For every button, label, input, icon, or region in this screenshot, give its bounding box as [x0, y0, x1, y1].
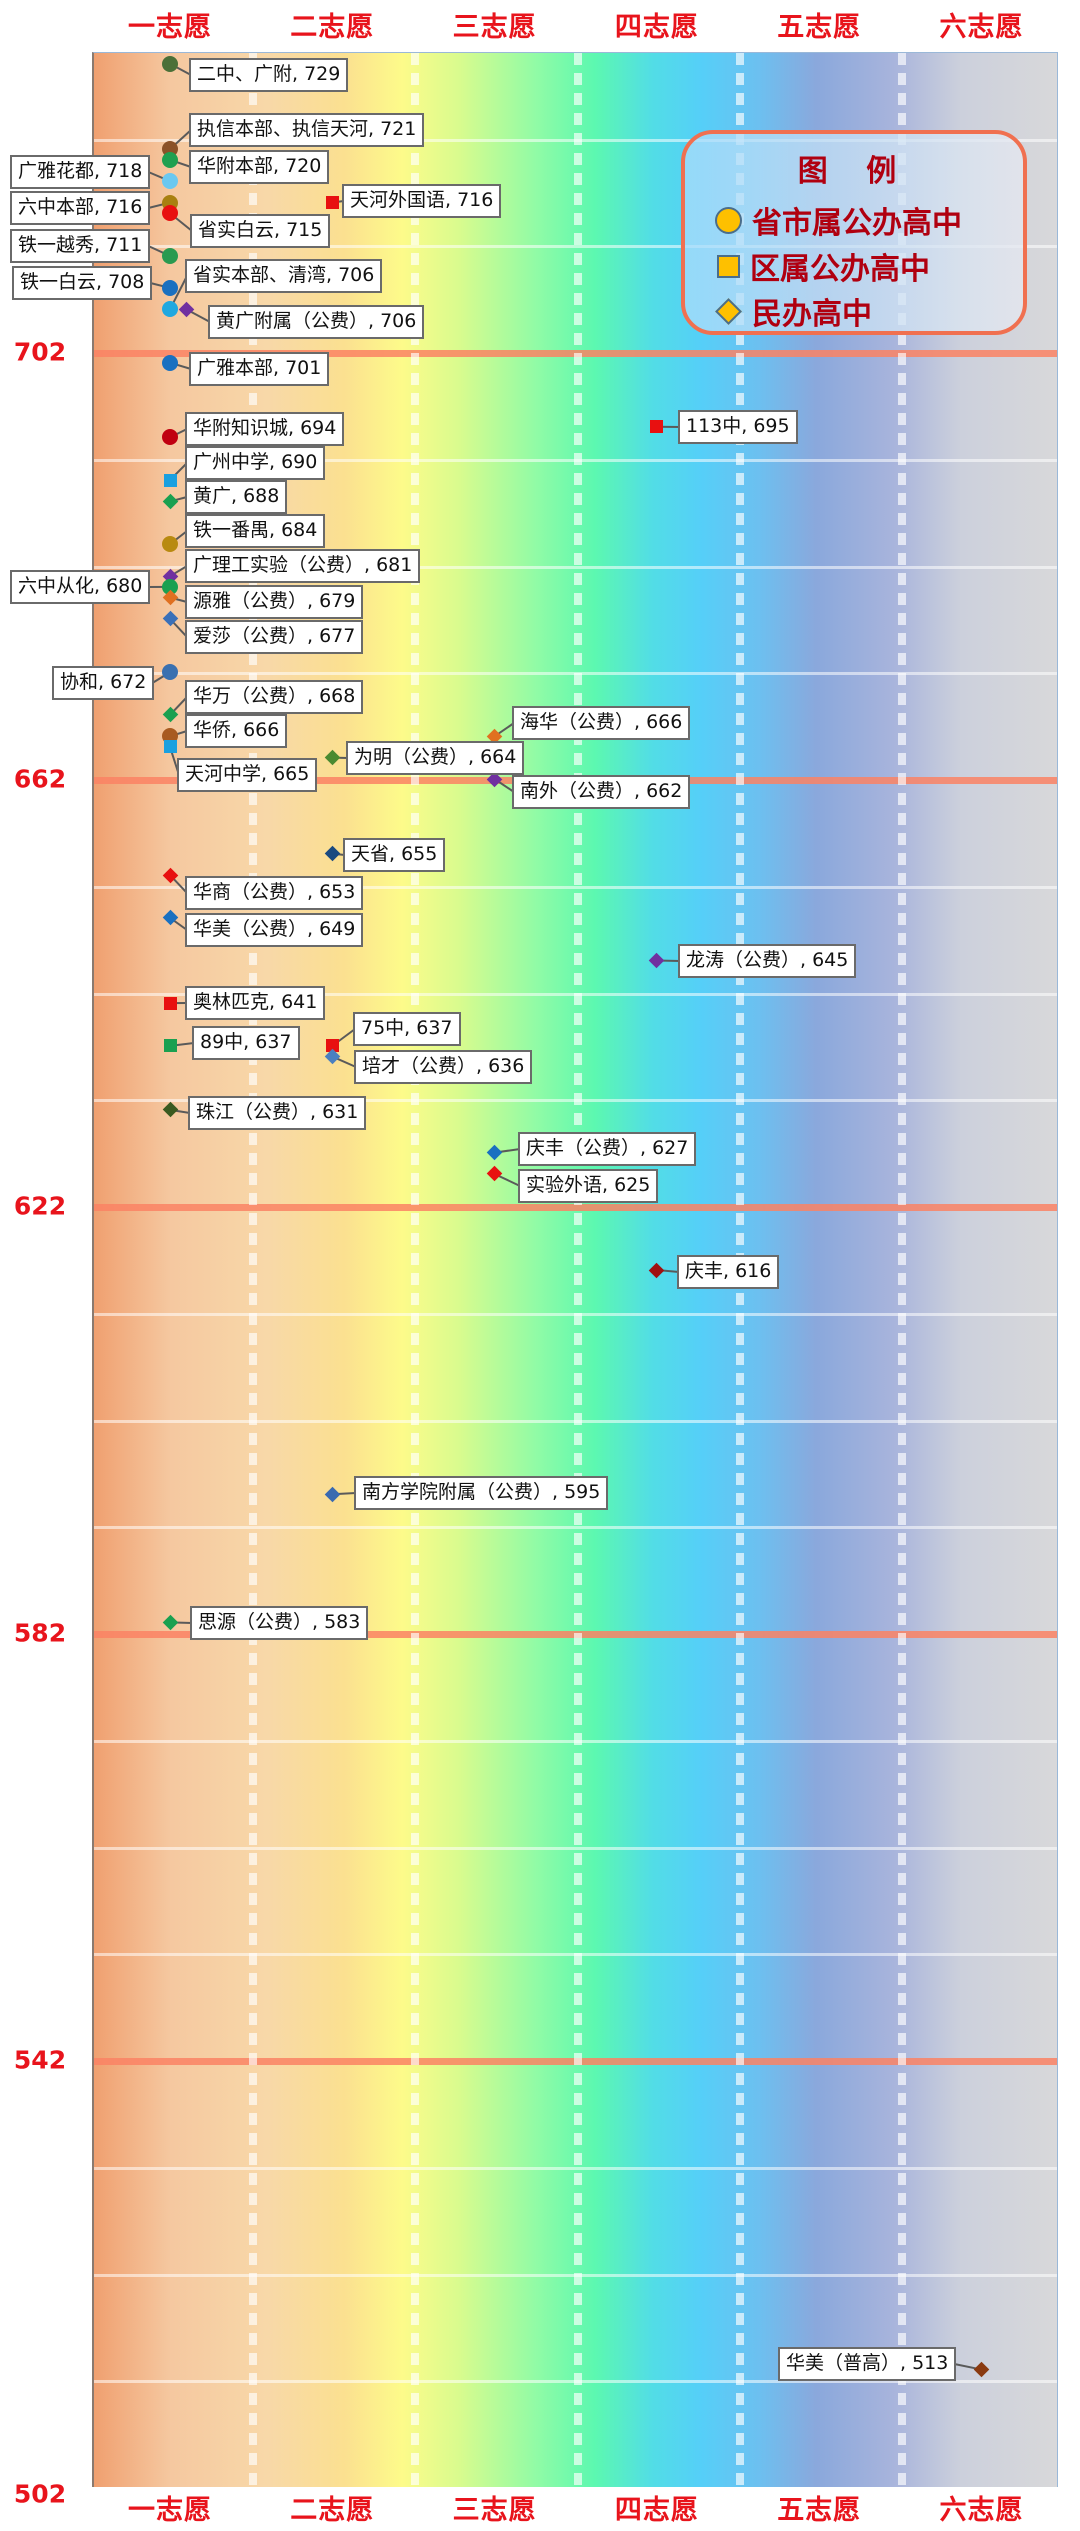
circle-marker-icon: [162, 55, 178, 72]
square-marker-icon: [163, 473, 177, 487]
data-label: 为明（公费）, 664: [346, 741, 525, 775]
category-label-top: 六志愿: [939, 12, 1024, 43]
legend: 图 例 省市属公办高中 区属公办高中 民办高中: [681, 130, 1027, 335]
legend-item-district-public: 区属公办高中: [715, 244, 930, 288]
data-label: 广州中学, 690: [185, 446, 326, 480]
data-label: 铁一越秀, 711: [10, 229, 151, 263]
data-label: 实验外语, 625: [518, 1169, 659, 1203]
y-tick-label: 542: [13, 2045, 67, 2075]
y-tick-label: 582: [13, 1618, 67, 1648]
data-label: 华附知识城, 694: [185, 412, 345, 446]
data-label: 89中, 637: [192, 1026, 300, 1060]
data-label: 广雅本部, 701: [189, 352, 330, 386]
circle-marker-icon: [162, 536, 178, 553]
data-label: 黄广, 688: [185, 480, 288, 514]
data-label: 六中本部, 716: [10, 191, 151, 225]
category-label-bottom: 四志愿: [614, 2495, 699, 2526]
data-label: 协和, 672: [52, 666, 155, 700]
circle-icon: [715, 206, 742, 234]
legend-label: 省市属公办高中: [752, 206, 962, 241]
square-marker-icon: [163, 740, 177, 754]
legend-item-provincial-city-public: 省市属公办高中: [715, 198, 962, 242]
circle-marker-icon: [162, 664, 178, 681]
diamond-icon: [715, 297, 742, 325]
category-label-top: 二志愿: [290, 12, 375, 43]
circle-marker-icon: [162, 151, 178, 168]
y-tick-label: 702: [13, 337, 67, 367]
circle-marker-icon: [162, 354, 178, 371]
circle-marker-icon: [162, 301, 178, 318]
circle-marker-icon: [162, 173, 178, 190]
circle-marker-icon: [162, 279, 178, 296]
data-label: 天省, 655: [343, 838, 446, 872]
data-label: 华商（公费）, 653: [185, 876, 364, 910]
circle-marker-icon: [162, 429, 178, 446]
square-marker-icon: [325, 196, 339, 210]
circle-marker-icon: [162, 578, 178, 595]
category-label-bottom: 六志愿: [939, 2495, 1024, 2526]
data-label: 75中, 637: [353, 1012, 461, 1046]
y-tick-label: 502: [13, 2479, 67, 2509]
data-label: 省实本部、清湾, 706: [185, 259, 383, 293]
square-icon: [717, 254, 740, 278]
circle-marker-icon: [162, 205, 178, 222]
column-divider: [411, 53, 420, 2487]
category-label-top: 五志愿: [777, 12, 862, 43]
legend-item-private: 民办高中: [715, 289, 872, 333]
data-label: 南外（公费）, 662: [512, 775, 691, 809]
data-label: 华万（公费）, 668: [185, 680, 364, 714]
category-label-top: 一志愿: [128, 12, 212, 43]
y-tick-label: 622: [13, 1191, 67, 1221]
category-label-bottom: 一志愿: [128, 2495, 212, 2526]
data-label: 天河中学, 665: [177, 758, 318, 792]
category-label-top: 三志愿: [452, 12, 537, 43]
data-label: 思源（公费）, 583: [190, 1606, 369, 1640]
data-label: 华美（普高）, 513: [778, 2347, 957, 2381]
data-label: 113中, 695: [678, 410, 798, 444]
legend-label: 区属公办高中: [750, 252, 930, 287]
circle-marker-icon: [162, 728, 178, 745]
data-label: 华侨, 666: [185, 714, 288, 748]
y-tick-label: 662: [13, 764, 67, 794]
category-label-top: 四志愿: [614, 12, 699, 43]
data-label: 广理工实验（公费）, 681: [185, 549, 421, 583]
legend-label: 民办高中: [752, 297, 872, 332]
data-label: 华附本部, 720: [189, 150, 330, 184]
data-label: 广雅花都, 718: [10, 155, 151, 189]
data-label: 执信本部、执信天河, 721: [189, 113, 425, 147]
circle-marker-icon: [162, 247, 178, 264]
data-label: 爱莎（公费）, 677: [185, 620, 364, 654]
data-label: 奥林匹克, 641: [185, 986, 326, 1020]
data-label: 铁一番禺, 684: [185, 514, 326, 548]
data-label: 珠江（公费）, 631: [188, 1096, 367, 1130]
data-label: 二中、广附, 729: [189, 58, 349, 92]
column-divider: [573, 53, 582, 2487]
data-label: 源雅（公费）, 679: [185, 585, 364, 619]
data-label: 海华（公费）, 666: [512, 706, 691, 740]
square-marker-icon: [163, 1039, 177, 1053]
square-marker-icon: [325, 1039, 339, 1053]
data-label: 庆丰, 616: [677, 1255, 780, 1289]
data-label: 龙涛（公费）, 645: [678, 944, 857, 978]
category-label-bottom: 二志愿: [290, 2495, 375, 2526]
data-label: 华美（公费）, 649: [185, 913, 364, 947]
data-label: 铁一白云, 708: [12, 266, 153, 300]
legend-title: 图 例: [797, 154, 911, 189]
category-label-bottom: 五志愿: [777, 2495, 862, 2526]
data-label: 省实白云, 715: [190, 214, 331, 248]
data-label: 培才（公费）, 636: [354, 1050, 533, 1084]
data-label: 六中从化, 680: [10, 570, 151, 604]
data-label: 南方学院附属（公费）, 595: [354, 1476, 609, 1510]
category-label-bottom: 三志愿: [452, 2495, 537, 2526]
square-marker-icon: [650, 420, 664, 434]
data-label: 庆丰（公费）, 627: [518, 1132, 697, 1166]
data-label: 黄广附属（公费）, 706: [208, 305, 425, 339]
column-divider: [898, 53, 907, 2487]
square-marker-icon: [163, 996, 177, 1010]
data-label: 天河外国语, 716: [342, 184, 502, 218]
column-divider: [249, 53, 257, 2487]
